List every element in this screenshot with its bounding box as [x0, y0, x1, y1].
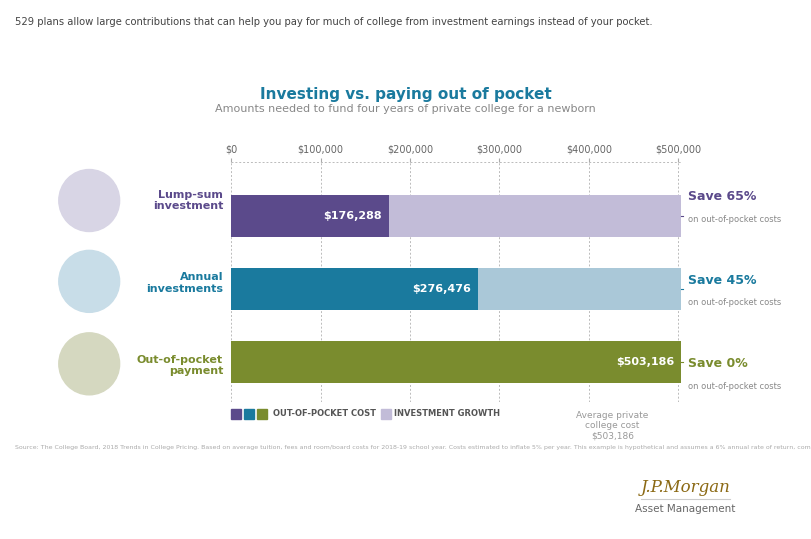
Text: Save 0%: Save 0% — [688, 357, 748, 370]
Bar — [231, 268, 478, 310]
Text: Save 45%: Save 45% — [688, 274, 756, 287]
Text: $: $ — [85, 197, 93, 210]
Text: ▦: ▦ — [80, 272, 98, 291]
Text: Save 65%: Save 65% — [688, 190, 756, 203]
Bar — [231, 341, 681, 383]
Text: Amounts needed to fund four years of private college for a newborn: Amounts needed to fund four years of pri… — [215, 104, 596, 114]
Text: Average private
college cost
$503,186: Average private college cost $503,186 — [576, 411, 649, 440]
Text: Investing vs. paying out of pocket: Investing vs. paying out of pocket — [260, 87, 551, 102]
Text: $276,476: $276,476 — [413, 284, 471, 294]
Text: on out-of-pocket costs: on out-of-pocket costs — [688, 215, 781, 224]
Text: on out-of-pocket costs: on out-of-pocket costs — [688, 299, 781, 307]
Bar — [231, 195, 388, 237]
Bar — [478, 268, 681, 310]
Bar — [388, 195, 681, 237]
Text: OUT-OF-POCKET COST: OUT-OF-POCKET COST — [273, 410, 376, 418]
Text: Annual
investments: Annual investments — [146, 272, 223, 294]
Text: ▤: ▤ — [80, 354, 98, 374]
Text: INVESTMENT GROWTH: INVESTMENT GROWTH — [394, 410, 500, 418]
Text: 529 plans allow large contributions that can help you pay for much of college fr: 529 plans allow large contributions that… — [15, 17, 652, 27]
Text: 👜: 👜 — [84, 183, 94, 202]
Text: J.P.Morgan: J.P.Morgan — [641, 479, 730, 496]
Text: on out-of-pocket costs: on out-of-pocket costs — [688, 382, 781, 391]
Text: Source: The College Board, 2018 Trends in College Pricing. Based on average tuit: Source: The College Board, 2018 Trends i… — [15, 445, 811, 450]
Text: $503,186: $503,186 — [616, 357, 674, 367]
Text: Lump-sum
investment: Lump-sum investment — [152, 190, 223, 211]
Text: $176,288: $176,288 — [323, 211, 382, 221]
Text: Asset Management: Asset Management — [635, 505, 736, 514]
Text: Out-of-pocket
payment: Out-of-pocket payment — [137, 355, 223, 376]
